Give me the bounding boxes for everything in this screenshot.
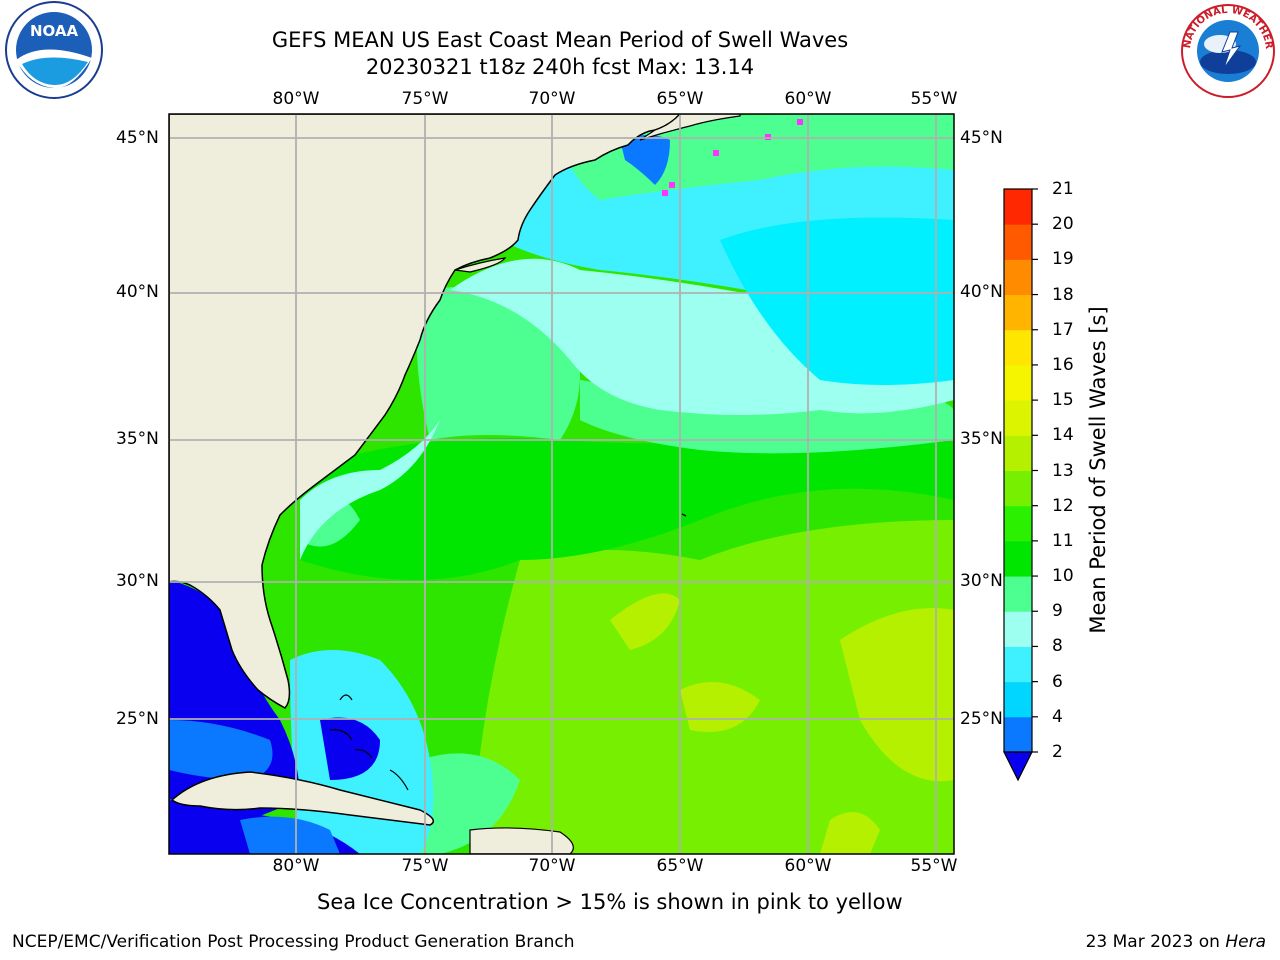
sea-ice-marker: [797, 119, 803, 125]
colorbar-tick-label: 14: [1052, 425, 1074, 446]
colorbar-segment: [1004, 400, 1032, 436]
lat-label-right-45n: 45°N: [960, 128, 1003, 148]
colorbar-segment: [1004, 470, 1032, 507]
colorbar-tick-label: 15: [1052, 390, 1074, 411]
lat-label-left-45n: 45°N: [116, 128, 159, 148]
lon-label-top-75w: 75°W: [401, 89, 449, 109]
lat-label-right-40n: 40°N: [960, 282, 1003, 302]
colorbar-segment: [1004, 364, 1032, 401]
colorbar-tick-label: 13: [1052, 460, 1074, 481]
lat-label-left-30n: 30°N: [116, 571, 159, 591]
long-island-land: [454, 257, 507, 273]
swell-band-6: [720, 217, 954, 385]
gulf-of-maine-band: [620, 135, 670, 185]
footer-date-text: 23 Mar 2023 on: [1085, 932, 1226, 952]
sea-ice-marker: [713, 150, 719, 156]
colorbar-segment: [1004, 189, 1032, 225]
colorbar-tick-label: 17: [1052, 319, 1074, 340]
nws-logo: NATIONAL WEATHER SERVICE: [1178, 2, 1278, 100]
lon-label-bottom-60w: 60°W: [784, 856, 832, 876]
colorbar-segment: [1004, 576, 1032, 612]
hispaniola-land: [469, 827, 574, 854]
lon-label-bottom-55w: 55°W: [910, 856, 958, 876]
map-frame: [168, 113, 955, 855]
footer-date: 23 Mar 2023 on Hera: [1086, 932, 1266, 952]
lon-label-top-70w: 70°W: [528, 89, 576, 109]
lon-label-bottom-75w: 75°W: [401, 856, 449, 876]
colorbar-segment: [1004, 294, 1032, 331]
lat-label-right-25n: 25°N: [960, 709, 1003, 729]
colorbar-tick-label: 21: [1052, 179, 1074, 199]
lat-label-left-25n: 25°N: [116, 709, 159, 729]
colorbar-segment: [1004, 505, 1032, 542]
noaa-logo: NOAA: [2, 0, 106, 100]
colorbar-segment: [1004, 681, 1032, 718]
lat-label-right-35n: 35°N: [960, 429, 1003, 449]
colorbar-segment: [1004, 329, 1032, 366]
cuba-land: [170, 771, 435, 826]
colorbar-under-extension: [1003, 751, 1033, 782]
colorbar-tick-label: 9: [1052, 601, 1063, 622]
bahamas-islands: [329, 729, 353, 741]
colorbar-tick-label: 16: [1052, 354, 1074, 375]
coastal-band: [300, 420, 440, 560]
colorbar-tick-label: 19: [1052, 249, 1074, 270]
colorbar-segment: [1004, 259, 1032, 296]
colorbar-tick-label: 20: [1052, 214, 1074, 235]
lat-label-left-40n: 40°N: [116, 282, 159, 302]
lon-label-top-60w: 60°W: [784, 89, 832, 109]
footer-credit: NCEP/EMC/Verification Post Processing Pr…: [12, 932, 575, 952]
swell-band-11: [300, 430, 954, 580]
colorbar-title: Mean Period of Swell Waves [s]: [1086, 306, 1110, 634]
caribbean-band: [240, 816, 340, 854]
swell-band-10d: [420, 753, 520, 854]
lon-label-bottom-65w: 65°W: [656, 856, 704, 876]
colorbar-segment: [1004, 646, 1032, 683]
footer-machine: Hera: [1225, 932, 1266, 952]
chart-subtitle: 20230321 t18z 240h fcst Max: 13.14: [365, 55, 755, 79]
swell-band-13d: [820, 812, 880, 854]
colorbar-tick-label: 6: [1052, 671, 1063, 692]
lat-label-left-35n: 35°N: [116, 429, 159, 449]
colorbar-segment: [1004, 224, 1032, 260]
lon-label-bottom-80w: 80°W: [272, 856, 320, 876]
lon-label-top-65w: 65°W: [656, 89, 704, 109]
colorbar-tick-label: 8: [1052, 636, 1063, 657]
sea-ice-marker: [662, 190, 668, 196]
gulf-band-2: [169, 720, 273, 780]
swell-band-13: [610, 593, 680, 650]
colorbar-tick-label: 4: [1052, 706, 1063, 727]
noaa-logo-text: NOAA: [30, 22, 79, 40]
lon-label-bottom-70w: 70°W: [528, 856, 576, 876]
colorbar-segment: [1004, 716, 1032, 753]
colorbar-tick-label: 12: [1052, 495, 1074, 516]
lon-label-top-55w: 55°W: [910, 89, 958, 109]
bahamas-low: [320, 717, 380, 780]
sea-ice-marker: [669, 182, 675, 188]
lon-label-top-80w: 80°W: [272, 89, 320, 109]
chart-title: GEFS MEAN US East Coast Mean Period of S…: [271, 28, 849, 52]
bermuda-island: [681, 513, 687, 517]
colorbar-tick-label: 2: [1052, 742, 1063, 762]
sea-ice-marker: [765, 134, 771, 140]
colorbar: [1003, 188, 1038, 782]
graticule: [169, 114, 954, 854]
swell-band-13b: [840, 608, 954, 782]
nova-scotia-land: [639, 114, 741, 141]
colorbar-segment: [1004, 540, 1032, 577]
colorbar-segment: [1004, 611, 1032, 647]
sea-ice-note: Sea Ice Concentration > 15% is shown in …: [317, 890, 903, 914]
colorbar-segment: [1004, 435, 1032, 471]
colorbar-tick-label: 11: [1052, 530, 1074, 551]
lat-label-right-30n: 30°N: [960, 571, 1003, 591]
colorbar-tick-label: 18: [1052, 284, 1074, 305]
colorbar-tick-label: 10: [1052, 566, 1074, 587]
